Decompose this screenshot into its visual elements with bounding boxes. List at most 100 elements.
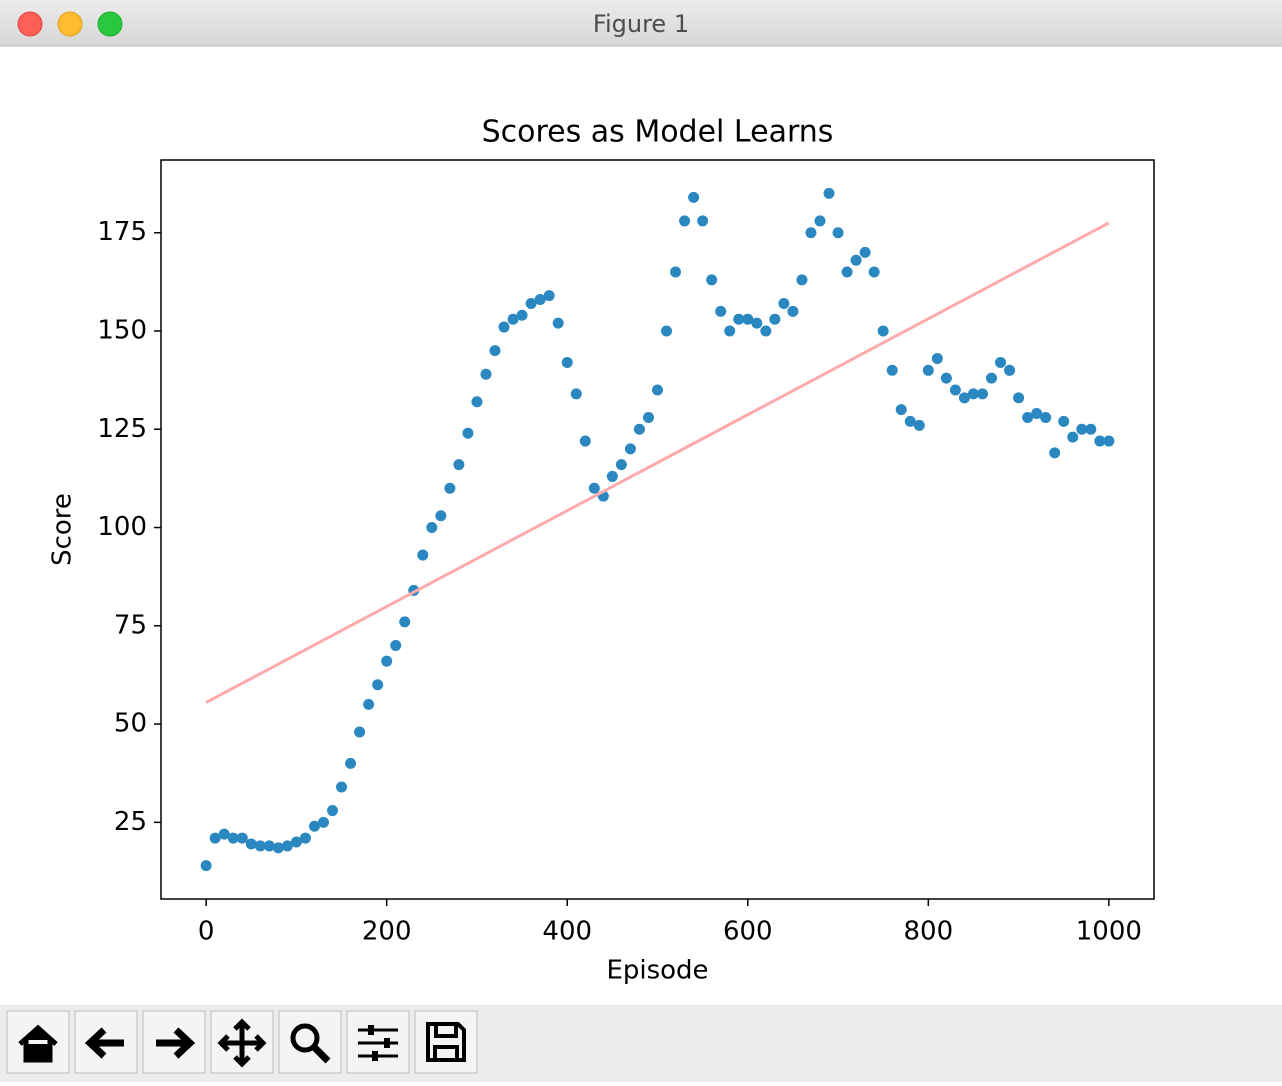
point [372,679,384,691]
point [1076,423,1088,435]
point [823,187,835,199]
plot: Scores as Model Learns Episode Score 25 50 75… [48,115,1155,986]
forward-icon [156,1027,196,1059]
point [1085,423,1097,435]
point [345,757,357,769]
point [886,364,898,376]
home-button[interactable] [6,1010,70,1074]
point [787,305,799,317]
point [760,325,772,337]
point [453,459,465,471]
point [832,227,844,239]
point [272,842,284,854]
point [1040,411,1052,423]
point [1058,415,1070,427]
zoom-button[interactable] [97,11,123,37]
point [263,840,275,852]
point [588,482,600,494]
point [480,368,492,380]
point [317,816,329,828]
point [986,372,998,384]
chart-title: Scores as Model Learns [482,115,834,150]
point [281,840,293,852]
point [1031,408,1043,420]
point [796,274,808,286]
point [769,313,781,325]
point [245,838,257,850]
zoom-icon [290,1023,320,1053]
save-button[interactable] [414,1010,478,1074]
y-tick-label: 50 [114,709,147,739]
point [922,364,934,376]
point [363,698,375,710]
point [209,832,221,844]
point [995,356,1007,368]
point [949,384,961,396]
y-tick-label: 75 [114,610,147,640]
point [1094,435,1106,447]
point [516,309,528,321]
point [606,470,618,482]
x-axis-label: Episode [606,956,708,986]
point [751,317,763,329]
y-axis-label: Score [48,493,78,566]
zoom-rect-button[interactable] [278,1010,342,1074]
x-tick-label: 400 [542,917,592,947]
axes-frame [160,159,1155,900]
point [290,836,302,848]
y-tick-label: 175 [97,217,147,247]
point [967,388,979,400]
configure-knob [368,1025,374,1035]
home-icon [18,1024,58,1063]
save-icon [426,1022,466,1062]
point [1013,392,1025,404]
point [706,274,718,286]
point [615,459,627,471]
point [652,384,663,396]
point [859,246,871,258]
window-title: Figure 1 [593,10,689,38]
point [670,266,682,278]
y-tick-label: 100 [97,512,147,542]
point [724,325,736,337]
x-tick-label: 800 [903,917,953,947]
point [904,415,916,427]
point [1067,431,1079,443]
point [868,266,880,278]
toolbar-buttons [6,1010,478,1074]
point [200,860,212,872]
x-tick-label: 600 [723,917,773,947]
x-tick-label: 0 [198,917,215,947]
point [624,443,636,455]
title-bar [0,0,1282,46]
point [426,522,438,534]
point [778,297,790,309]
point [715,305,727,317]
pan-icon [217,1018,267,1068]
point [218,828,230,840]
configure-knob [372,1051,378,1061]
point [733,313,745,325]
point [877,325,889,337]
point [354,726,366,738]
point [308,820,320,832]
point [913,419,925,431]
point [976,388,988,400]
point [697,215,709,227]
point [299,832,311,844]
point [814,215,826,227]
y-tick-label: 25 [114,807,147,837]
point [1103,435,1115,447]
point [805,227,817,239]
point [489,345,501,357]
point [462,427,474,439]
minimize-button[interactable] [57,11,83,37]
point [444,482,456,494]
point [570,388,582,400]
point [841,266,853,278]
point [688,191,700,203]
close-button[interactable] [17,11,43,37]
point [435,510,447,522]
point [679,215,691,227]
